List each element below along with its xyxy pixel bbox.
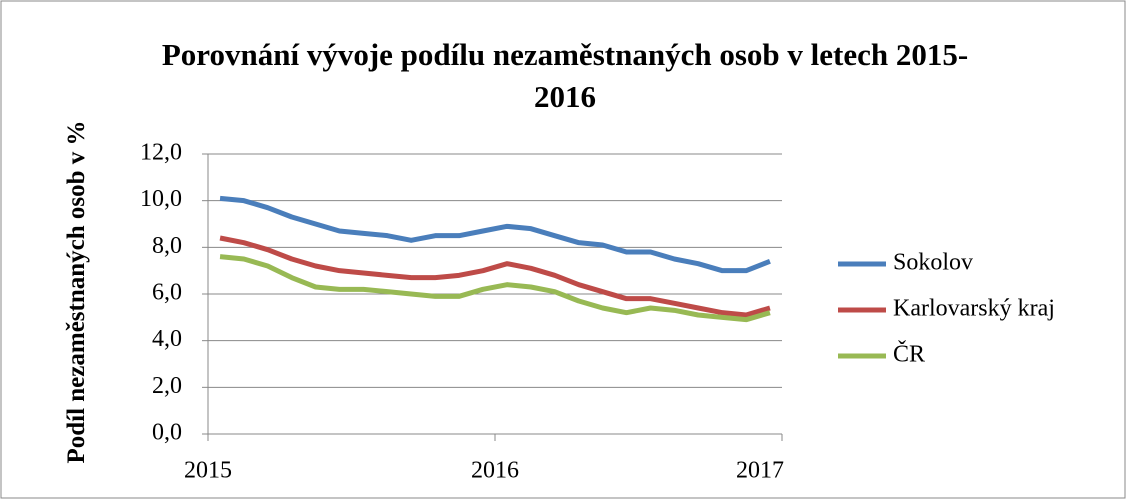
x-tick-label: 2015 [184, 458, 232, 484]
series-line [219, 254, 771, 323]
series-line [219, 195, 771, 274]
x-tick-label: 2016 [471, 458, 519, 484]
x-tick-label: 2017 [736, 458, 784, 484]
chart-title: Porovnání vývoje podílu nezaměstnaných o… [161, 37, 969, 114]
legend-label: ČR [893, 341, 925, 368]
y-tick-label: 10,0 [140, 186, 182, 212]
y-tick-label: 0,0 [152, 420, 182, 446]
y-tick-label: 6,0 [152, 280, 182, 306]
y-axis-label: Podíl nezaměstnaných osob v % [63, 120, 90, 464]
y-tick-label: 4,0 [152, 326, 182, 352]
series-line [219, 235, 771, 318]
legend-label: Sokolov [893, 250, 973, 276]
legend-label: Karlovarský kraj [893, 296, 1055, 322]
y-tick-label: 2,0 [152, 373, 182, 399]
y-tick-label: 12,0 [140, 140, 182, 166]
y-tick-label: 8,0 [152, 233, 182, 259]
